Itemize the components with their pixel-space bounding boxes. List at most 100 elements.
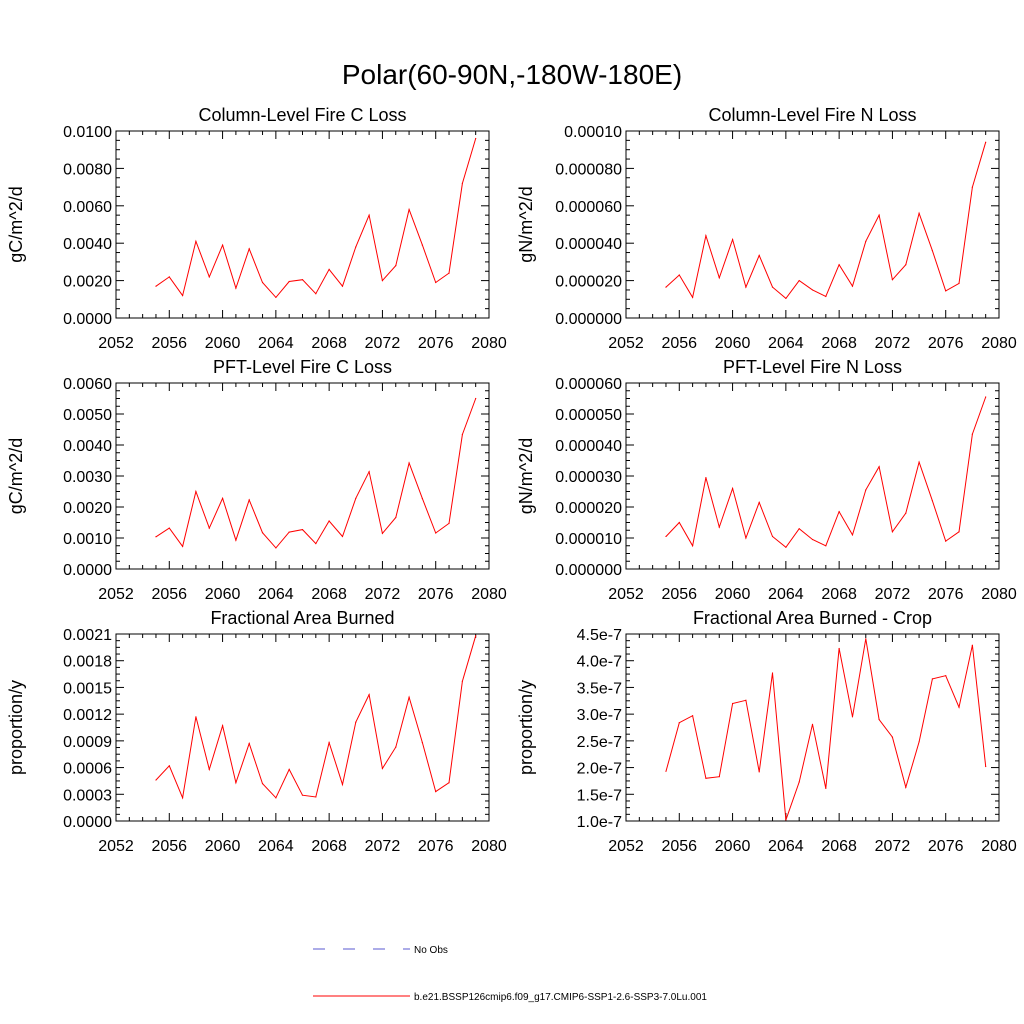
x-tick-label: 2076 <box>418 335 454 352</box>
data-point <box>155 779 157 781</box>
y-tick-label: 0.0050 <box>63 407 112 424</box>
y-tick-label: 0.0060 <box>63 199 112 216</box>
panel-pft-level-fire-n-loss: PFT-Level Fire N Loss gN/m^2/d 2052 2056 206… <box>516 357 1017 603</box>
data-point <box>945 290 947 292</box>
y-tick-label: 0.000000 <box>555 311 622 328</box>
data-point <box>355 497 357 499</box>
data-point <box>355 721 357 723</box>
data-point <box>395 746 397 748</box>
data-point <box>168 765 170 767</box>
data-point <box>825 787 827 790</box>
x-tick-label: 2060 <box>715 586 751 603</box>
data-point <box>851 534 854 536</box>
panel-column-level-fire-c-loss: Column-Level Fire C Loss gC/m^2/d 2052 2056… <box>6 105 507 352</box>
data-point <box>195 716 197 718</box>
x-tick-label: 2052 <box>608 838 644 855</box>
y-tick-label: 0.0000 <box>63 562 112 579</box>
legend-label-no-obs: No Obs <box>414 945 448 956</box>
data-point <box>891 279 894 281</box>
data-point <box>315 796 317 798</box>
data-point <box>931 500 933 502</box>
x-tick-label: 2076 <box>928 838 964 855</box>
x-tick-label: 2052 <box>608 586 644 603</box>
data-point <box>731 702 734 705</box>
data-point <box>435 532 437 534</box>
y-tick-label: 0.0015 <box>63 680 112 697</box>
data-point <box>208 276 210 278</box>
y-tick-label: 0.000030 <box>555 469 622 486</box>
data-point <box>865 638 867 640</box>
data-point <box>341 285 344 287</box>
y-axis-label: gN/m^2/d <box>516 186 536 262</box>
data-point <box>301 529 304 531</box>
y-axis-label: gN/m^2/d <box>516 438 536 514</box>
y-tick-label: 0.00010 <box>564 124 622 141</box>
data-point <box>918 741 920 743</box>
y-tick-label: 0.0018 <box>63 654 112 671</box>
data-point <box>905 264 907 266</box>
data-point <box>155 536 157 538</box>
panel-title: Column-Level Fire C Loss <box>198 105 406 125</box>
panel-title: PFT-Level Fire C Loss <box>213 357 392 377</box>
data-point <box>851 716 854 718</box>
data-point <box>705 235 707 237</box>
x-tick-label: 2068 <box>821 586 857 603</box>
data-point <box>168 527 170 529</box>
data-point <box>678 521 680 524</box>
data-point <box>905 512 907 514</box>
y-axis-label: proportion/y <box>516 680 536 775</box>
x-tick-label: 2060 <box>715 335 751 352</box>
x-tick-label: 2068 <box>311 838 347 855</box>
data-point <box>275 797 277 799</box>
y-tick-label: 0.0000 <box>63 311 112 328</box>
data-point <box>155 285 157 287</box>
y-tick-label: 0.000040 <box>555 438 622 455</box>
panel-title: Fractional Area Burned <box>210 608 394 628</box>
x-tick-label: 2064 <box>258 335 294 352</box>
data-point <box>878 466 880 468</box>
y-tick-label: 0.0040 <box>63 438 112 455</box>
x-tick-label: 2064 <box>768 586 804 603</box>
data-point <box>435 281 437 284</box>
data-point <box>328 742 330 744</box>
data-point <box>878 214 880 216</box>
data-point <box>692 296 694 299</box>
legend-label-model-run: b.e21.BSSP126cmip6.f09_g17.CMIP6-SSP1-2.… <box>414 992 707 1003</box>
data-point <box>971 433 973 435</box>
legend: No Obs b.e21.BSSP126cmip6.f09_g17.CMIP6-… <box>313 945 707 1003</box>
data-point <box>315 542 317 545</box>
panel-title: Fractional Area Burned - Crop <box>693 608 932 628</box>
x-tick-label: 2064 <box>768 335 804 352</box>
data-point <box>448 782 450 784</box>
y-tick-label: 0.000060 <box>555 199 622 216</box>
data-point <box>448 272 450 274</box>
x-tick-label: 2068 <box>311 586 347 603</box>
data-point <box>182 797 184 799</box>
x-tick-label: 2080 <box>981 838 1017 855</box>
data-point <box>328 520 330 522</box>
data-point <box>758 501 760 503</box>
panel-fractional-area-burned: Fractional Area Burned proportion/y 2052 20… <box>6 608 507 855</box>
data-point <box>771 286 774 288</box>
data-point <box>421 244 423 246</box>
x-tick-label: 2080 <box>471 335 507 352</box>
data-point <box>745 699 747 701</box>
data-point <box>985 765 987 768</box>
data-point <box>235 782 237 784</box>
data-point <box>692 545 694 547</box>
data-point <box>718 526 720 528</box>
x-tick-label: 2072 <box>365 586 401 603</box>
data-point <box>705 777 707 779</box>
x-tick-label: 2080 <box>981 335 1017 352</box>
data-point <box>771 672 774 674</box>
data-point <box>261 783 264 785</box>
data-point <box>461 433 463 436</box>
data-point <box>811 538 814 541</box>
data-point <box>931 250 933 252</box>
data-point <box>758 254 760 256</box>
data-point <box>838 647 840 650</box>
data-point <box>665 535 667 538</box>
y-axis-label: gC/m^2/d <box>6 438 26 514</box>
y-tick-label: 0.0060 <box>63 376 112 393</box>
data-point <box>315 293 317 295</box>
